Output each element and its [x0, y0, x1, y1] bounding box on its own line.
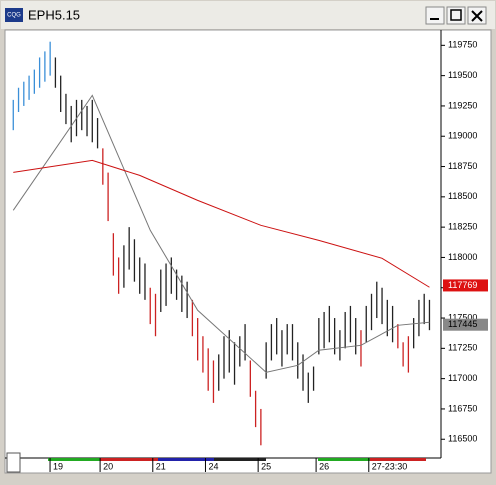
session-band: [370, 458, 426, 461]
minimize-button[interactable]: [425, 6, 445, 25]
session-band: [100, 458, 158, 461]
x-tick-label: 25: [261, 461, 271, 471]
x-tick-label: 26: [319, 461, 329, 471]
x-tick-label: 20: [103, 461, 113, 471]
y-tick-label: 116750: [448, 403, 477, 413]
session-band: [48, 458, 100, 461]
price-tag-label: 117445: [448, 319, 477, 329]
moving-average: [12, 94, 430, 373]
x-tick-label: 21: [156, 461, 166, 471]
y-tick-label: 117500: [448, 312, 477, 322]
moving-average: [13, 159, 430, 288]
plot: 1165001167501170001172501175001177501180…: [12, 40, 488, 472]
session-band: [318, 458, 370, 461]
app-icon-text: CQG: [7, 13, 21, 19]
y-tick-label: 116500: [448, 434, 477, 444]
x-tick-label: 19: [53, 461, 63, 471]
price-tag: [443, 279, 488, 292]
x-tick-label: 27-23:30: [372, 461, 408, 471]
price-tag-label: 117769: [448, 280, 477, 290]
close-button[interactable]: [467, 6, 487, 25]
y-tick-label: 119250: [448, 100, 477, 110]
y-tick-label: 117000: [448, 373, 477, 383]
x-tick-label: 24: [208, 461, 218, 471]
chart-panel: [4, 29, 492, 474]
y-tick-label: 118500: [448, 191, 477, 201]
y-tick-label: 119500: [448, 70, 477, 80]
price-tag: [443, 318, 488, 331]
app-icon: [5, 8, 23, 22]
window-title: EPH5.15: [28, 7, 80, 22]
y-tick-label: 117250: [448, 343, 477, 353]
session-band: [214, 458, 266, 461]
session-band: [158, 458, 214, 461]
y-tick-label: 119750: [448, 40, 477, 50]
title-bar: [1, 1, 495, 29]
y-tick-label: 119000: [448, 131, 477, 141]
y-tick-label: 118250: [448, 222, 477, 232]
maximize-button[interactable]: [446, 6, 466, 25]
scroll-box[interactable]: [6, 452, 21, 473]
y-tick-label: 118000: [448, 252, 477, 262]
y-tick-label: 118750: [448, 161, 477, 171]
